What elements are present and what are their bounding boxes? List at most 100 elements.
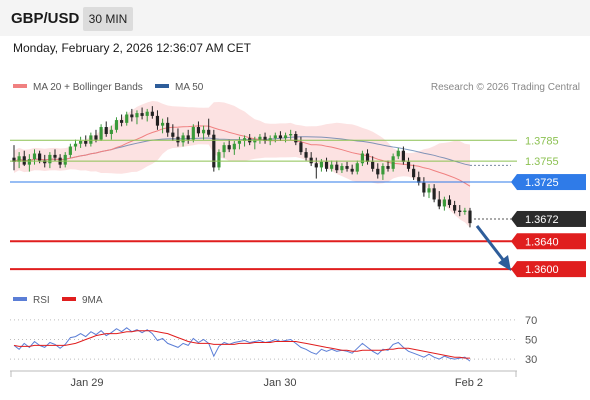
candle-body (171, 132, 175, 137)
ma9-line (13, 330, 470, 359)
candle (345, 161, 349, 172)
rsi-legend-label: RSI (33, 295, 50, 306)
level-tag-pointer (511, 261, 517, 278)
last-price-pointer (511, 210, 517, 227)
trend-arrow-shaft (475, 225, 506, 262)
candle-body (27, 159, 31, 165)
candle-body (114, 120, 119, 130)
candle (294, 131, 298, 146)
candle-body (89, 135, 93, 144)
candle-body (232, 143, 236, 150)
candle (463, 207, 467, 215)
candle-body (104, 127, 108, 134)
candle-body (376, 168, 380, 175)
candle-body (350, 168, 354, 172)
last-price-box (517, 210, 586, 227)
candle (79, 136, 83, 148)
candle-body (120, 120, 124, 123)
candle-body (335, 164, 339, 171)
candle (186, 129, 190, 144)
candle (155, 110, 160, 130)
candle-body (166, 122, 170, 133)
level-tag-label: 1.3600 (525, 264, 559, 276)
candle (135, 110, 139, 125)
candle (289, 129, 293, 140)
candle (324, 157, 329, 172)
interval-button[interactable]: 30 MIN (83, 7, 133, 31)
candle (432, 184, 436, 203)
candle-body (437, 199, 441, 207)
price-chart[interactable]: MA 20 + Bollinger Bands MA 50 Research ©… (0, 36, 590, 400)
candle (150, 106, 154, 119)
candle (17, 152, 21, 169)
candle-body (427, 188, 431, 193)
candle-body (12, 157, 16, 162)
candle-body (94, 135, 98, 140)
candle (140, 107, 144, 120)
candle (176, 128, 180, 147)
ma50-legend-label: MA 50 (175, 82, 204, 93)
candle-body (191, 127, 195, 140)
candle (355, 160, 359, 175)
last-price-label: 1.3672 (525, 214, 559, 226)
candle-body (242, 138, 247, 141)
rsi-panel: RSI 9MA 70 50 30 (10, 295, 537, 366)
candle (120, 114, 124, 127)
level-tag-box (517, 174, 586, 191)
candle (68, 143, 72, 158)
trend-arrow-head (498, 255, 511, 272)
time-axis: Jan 29 Jan 30 Feb 2 (10, 370, 517, 389)
level-tag-pointer (511, 174, 517, 191)
candle-body (386, 166, 390, 169)
candle-body (391, 156, 395, 169)
candle (145, 108, 149, 122)
candle (89, 132, 93, 147)
candle (104, 121, 108, 137)
candle-body (84, 140, 88, 144)
candle (191, 124, 195, 143)
candle (437, 191, 441, 210)
candle (340, 163, 344, 173)
candle (207, 118, 211, 137)
candle (201, 125, 206, 140)
candle-body (43, 160, 47, 164)
candle-body (396, 150, 400, 157)
candle-body (401, 150, 405, 162)
candle-body (422, 182, 426, 193)
candle-body (109, 129, 113, 134)
candle-body (319, 161, 324, 168)
candle (422, 177, 426, 197)
candle (417, 171, 421, 186)
candle (278, 131, 283, 141)
candle-body (289, 134, 293, 136)
candle-body (73, 143, 78, 147)
candle-body (273, 135, 277, 139)
candle (48, 152, 52, 169)
candle-body (458, 210, 462, 212)
candle-body (63, 154, 67, 165)
level-tag-box (517, 233, 586, 250)
ma50-legend-swatch (155, 84, 169, 88)
candle-body (258, 136, 262, 140)
header-bar: GBP/USD 30 MIN (0, 0, 590, 36)
candle-body (432, 188, 436, 200)
rsi-tick-label: 30 (525, 354, 537, 366)
candle-body (32, 153, 37, 160)
candle (222, 142, 226, 158)
level-label: 1.3785 (525, 135, 559, 147)
candle-body (453, 205, 457, 211)
candle-body (406, 161, 411, 169)
candle (396, 147, 400, 160)
candle-body (324, 161, 329, 169)
candle (22, 150, 26, 167)
candle-body (371, 161, 375, 169)
x-tick-label: Jan 29 (70, 377, 103, 389)
level-tag-pointer (511, 233, 517, 250)
candle (32, 149, 37, 165)
candle (181, 132, 185, 147)
candle (365, 149, 370, 165)
candle-body (140, 113, 144, 116)
candle-body (227, 145, 231, 150)
candle (427, 184, 431, 199)
candle (468, 207, 472, 228)
